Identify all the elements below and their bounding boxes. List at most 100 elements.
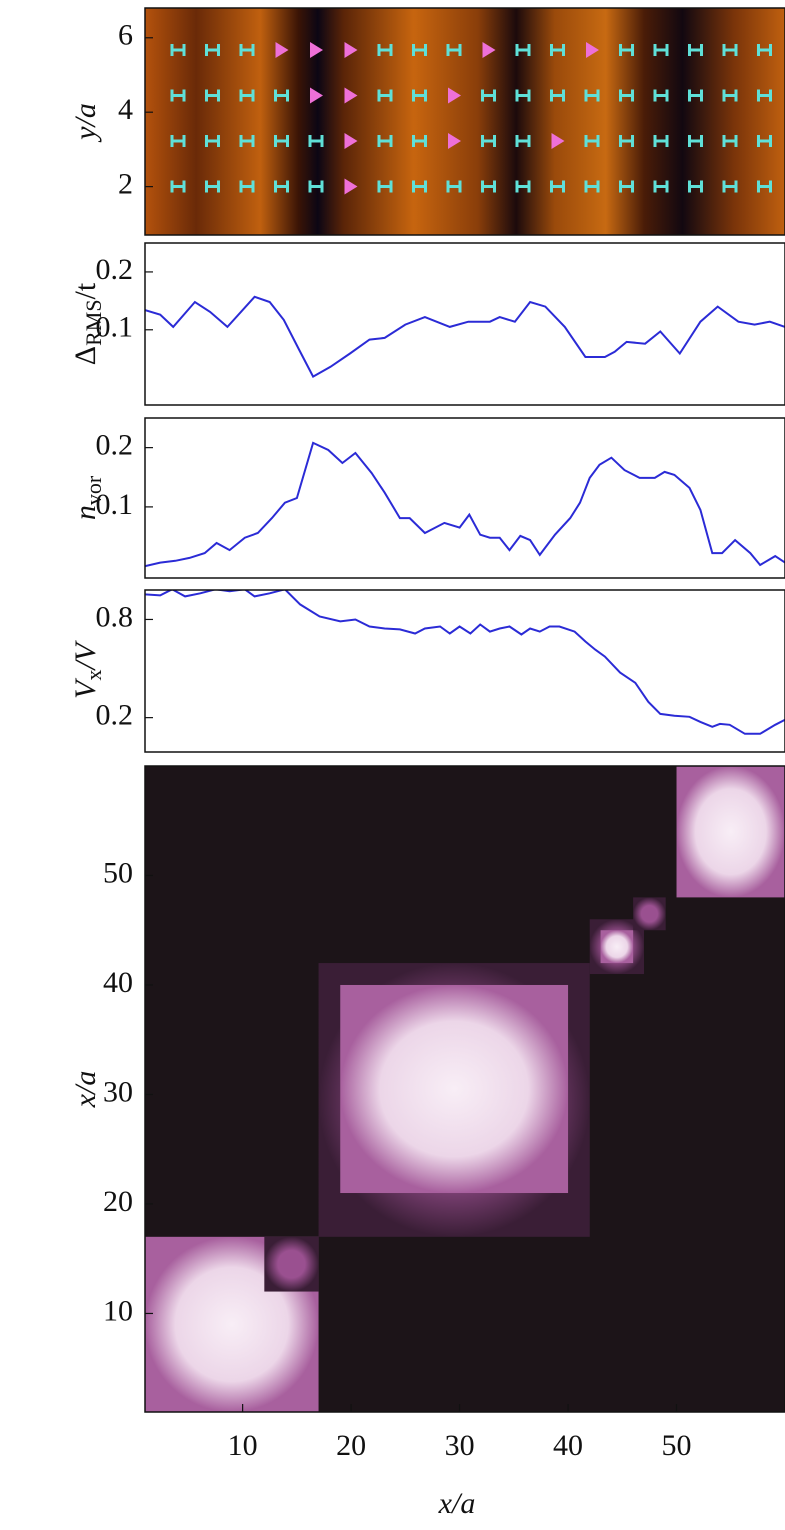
y-tick-label: 0.1 <box>96 311 134 344</box>
vector-arrow <box>377 89 393 102</box>
label-rest: /t <box>69 282 102 299</box>
vector-arrow <box>757 44 772 56</box>
vector-arrow <box>482 42 496 58</box>
vector-arrow <box>722 180 738 193</box>
x-axis-label: x/a <box>438 1487 476 1520</box>
label-sub: vor <box>81 475 106 505</box>
y-tick-label: 0.2 <box>96 429 134 462</box>
vector-arrow <box>515 180 531 193</box>
frame <box>144 7 785 236</box>
plot-area <box>145 8 785 235</box>
plot-area <box>145 441 785 568</box>
vector-arrow <box>688 44 703 56</box>
y-axis-label: ΔRMS/t <box>69 282 106 365</box>
vector-arrow <box>722 44 738 56</box>
label-sub: x <box>81 670 106 681</box>
label-rest: /V <box>69 639 102 671</box>
x-tick-label: 50 <box>662 1429 692 1462</box>
plot-area <box>145 295 785 378</box>
y-tick-label: 4 <box>118 93 133 126</box>
y-tick-label: 0.8 <box>96 600 134 633</box>
vector-arrow <box>550 180 565 193</box>
vector-arrow <box>412 135 427 147</box>
frame <box>144 242 785 406</box>
y-tick-label: 2 <box>118 168 133 201</box>
vector-arrow <box>584 135 600 147</box>
vector-arrow <box>757 135 772 147</box>
vector-arrow <box>619 135 634 147</box>
vector-arrow <box>619 89 634 102</box>
vector-arrow <box>412 89 427 102</box>
vector-arrow <box>481 180 496 193</box>
label-base: Δ <box>69 346 102 365</box>
vector-arrow <box>377 44 393 56</box>
label-sub: RMS <box>81 299 106 345</box>
block <box>600 930 634 964</box>
vector-arrow <box>446 44 462 56</box>
vector-arrow <box>310 87 323 104</box>
y-axis-label: nvor <box>69 475 106 520</box>
y-tick-label: 0.2 <box>96 699 134 732</box>
y-axis-label: y/a <box>69 103 102 143</box>
vector-arrow <box>446 180 462 193</box>
vector-arrow <box>515 44 531 56</box>
frame <box>144 417 785 579</box>
vector-arrow <box>653 180 669 193</box>
vector-arrow <box>377 135 393 147</box>
y-tick-label: 50 <box>103 856 133 889</box>
vector-arrow <box>653 135 669 147</box>
x-tick-label: 40 <box>553 1429 583 1462</box>
block <box>340 984 569 1194</box>
vector-arrow <box>344 178 358 195</box>
y-tick-label: 0.1 <box>96 488 134 521</box>
vector-arrow <box>344 42 358 58</box>
y-tick-label: 6 <box>118 19 133 52</box>
vector-arrow <box>274 89 289 102</box>
y-axis-label: x/a <box>69 1071 102 1109</box>
block-halo <box>633 897 666 931</box>
x-tick-label: 30 <box>445 1429 475 1462</box>
y-tick-label: 20 <box>103 1185 133 1218</box>
vector-arrow <box>448 87 461 104</box>
vector-arrow <box>515 89 531 102</box>
vector-arrow <box>274 135 289 147</box>
label-base: V <box>69 677 102 699</box>
vector-arrow <box>653 89 669 102</box>
vector-arrow <box>377 180 393 193</box>
plot-area <box>145 590 785 735</box>
frame <box>144 765 785 1413</box>
vector-arrow <box>584 89 600 102</box>
block-halo <box>264 1236 319 1292</box>
vector-arrow <box>688 135 703 147</box>
vector-arrow <box>170 89 186 102</box>
y-tick-label: 30 <box>103 1075 133 1108</box>
vector-arrow <box>619 180 634 193</box>
vector-arrow <box>412 180 427 193</box>
vector-arrow <box>551 133 565 149</box>
vector-arrow <box>412 44 427 56</box>
frame <box>144 589 785 753</box>
vector-arrow <box>170 180 186 193</box>
vector-arrow <box>344 133 358 149</box>
vector-arrow <box>170 135 186 147</box>
vector-arrow <box>550 89 565 102</box>
vector-arrow <box>344 87 358 104</box>
vector-arrow <box>205 89 220 102</box>
series-line <box>145 590 785 735</box>
y-tick-label: 0.2 <box>96 253 134 286</box>
vector-arrow <box>722 89 738 102</box>
vector-arrow <box>239 180 255 193</box>
vector-arrow <box>205 44 220 56</box>
vector-arrow <box>757 89 772 102</box>
y-tick-label: 10 <box>103 1294 133 1327</box>
block <box>676 766 785 898</box>
field-map <box>145 8 785 235</box>
vector-arrow <box>239 89 255 102</box>
x-tick-label: 10 <box>228 1429 258 1462</box>
vector-arrow <box>688 89 703 102</box>
series-line <box>145 295 785 378</box>
vector-arrow <box>550 44 565 56</box>
series-line <box>145 441 785 568</box>
vector-arrow <box>757 180 772 193</box>
